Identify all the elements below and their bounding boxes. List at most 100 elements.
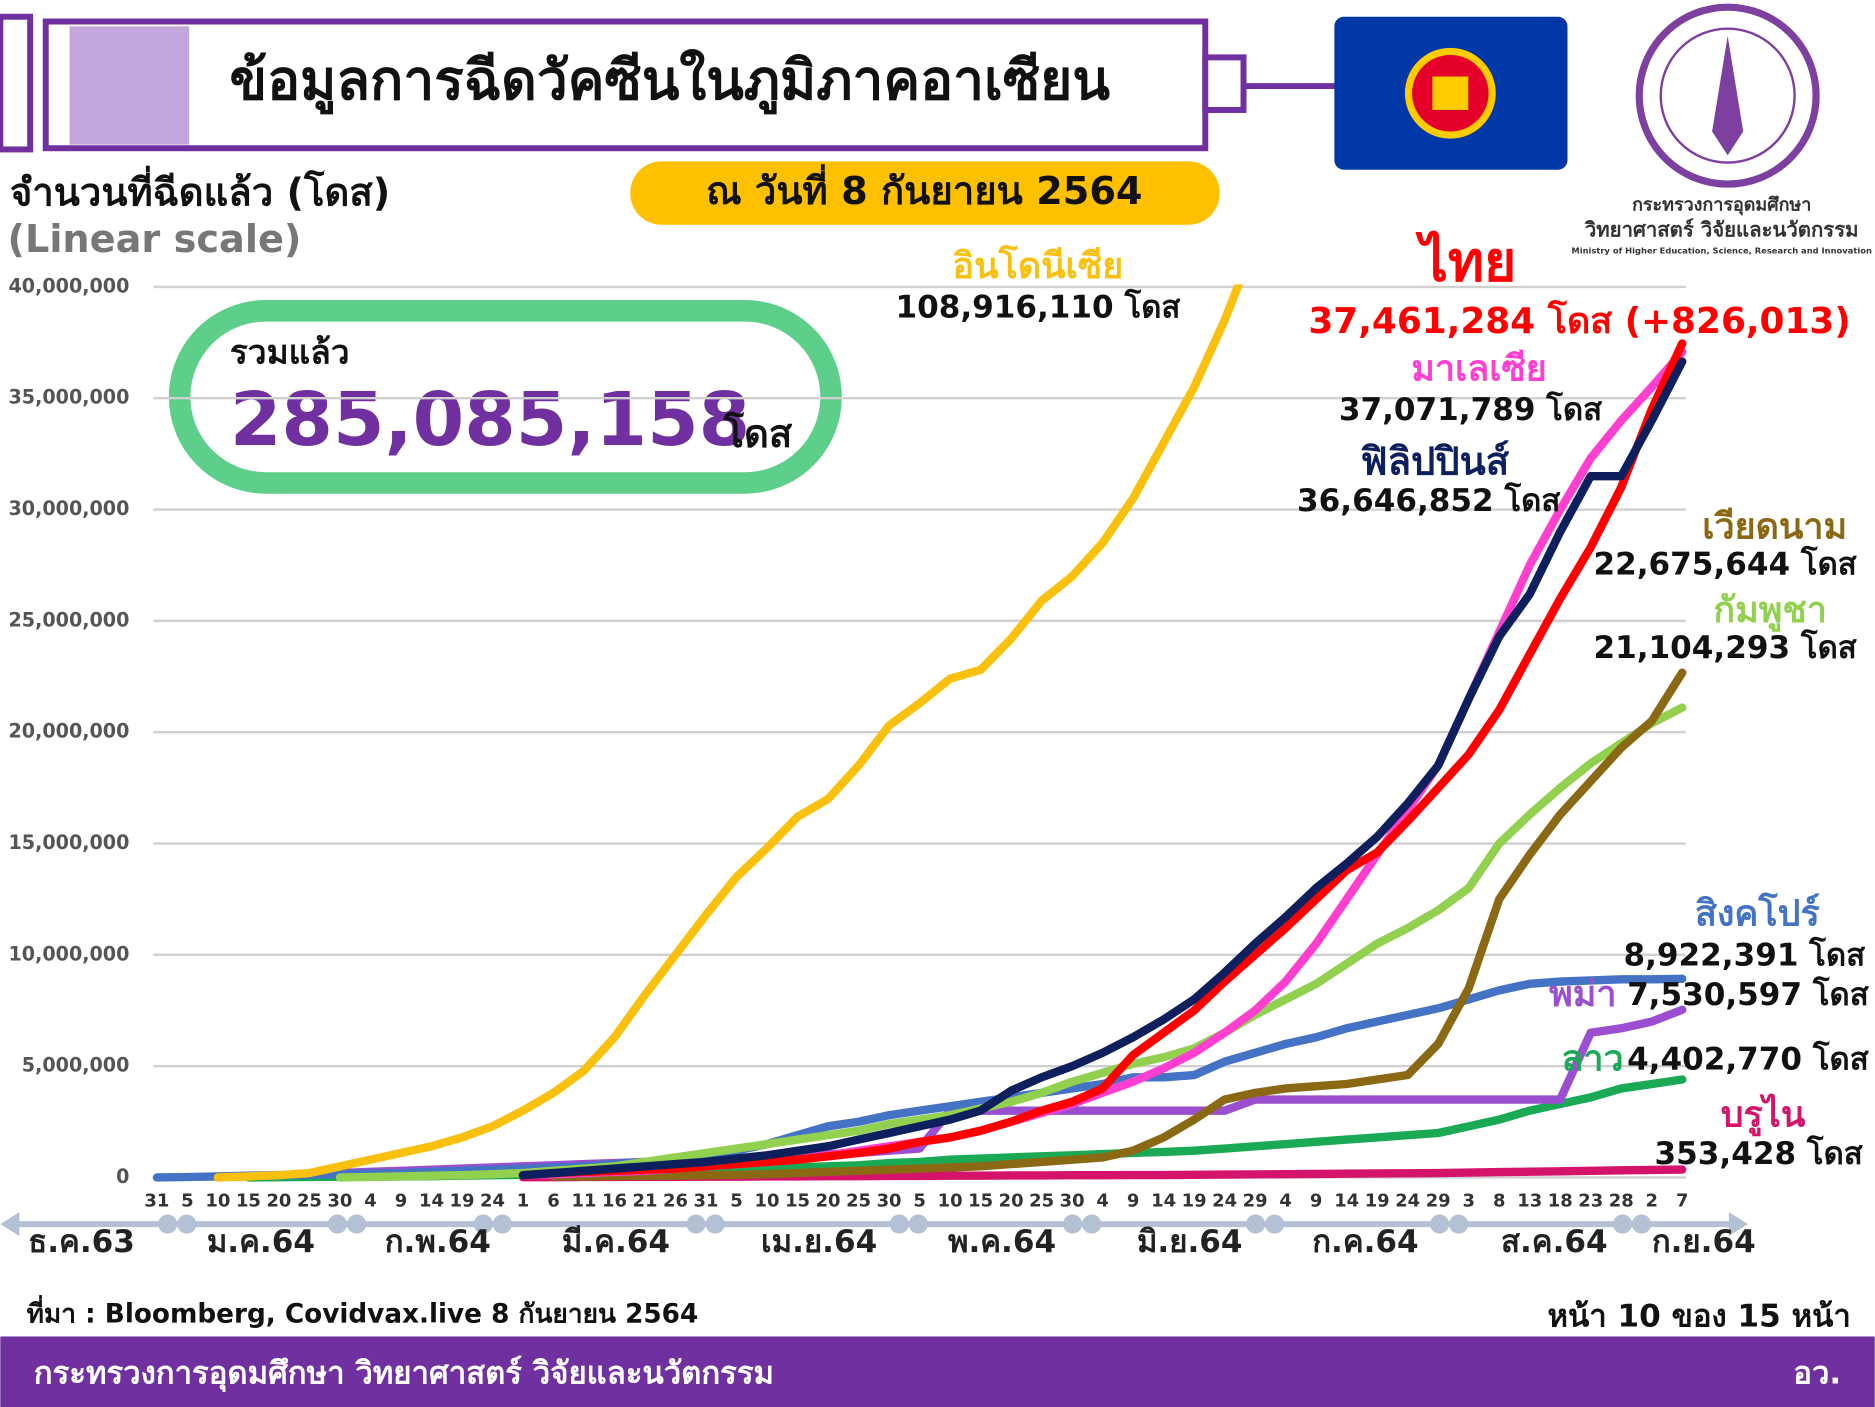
x-tick-label: 18: [1548, 1190, 1573, 1211]
x-tick-label: 31: [694, 1190, 719, 1211]
x-tick-label: 7: [1676, 1190, 1688, 1211]
x-tick-label: 4: [364, 1190, 376, 1211]
month-label: พ.ค.64: [948, 1224, 1056, 1260]
month-divider: [889, 1214, 909, 1234]
month-label: ม.ค.64: [207, 1224, 315, 1260]
x-tick-label: 21: [633, 1190, 658, 1211]
x-tick-label: 30: [327, 1190, 352, 1211]
x-tick-label: 1: [517, 1190, 529, 1211]
x-axis-arrow-left: [0, 1212, 20, 1237]
series-name: สิงคโปร์: [1695, 892, 1820, 935]
footer-bar: [0, 1336, 1875, 1407]
x-tick-label: 5: [730, 1190, 742, 1211]
ministry-line2: วิทยาศาสตร์ วิจัยและนวัตกรรม: [1584, 218, 1858, 242]
series-name: บรูไน: [1721, 1093, 1806, 1137]
series-end-label: 22,675,644 โดส: [1593, 544, 1856, 582]
series-end-label: 37,071,789 โดส: [1339, 390, 1602, 428]
x-tick-label: 19: [449, 1190, 474, 1211]
series-name: อินโดนีเซีย: [953, 244, 1124, 287]
date-badge: [630, 161, 1220, 225]
series-line: [518, 357, 1687, 1180]
total-unit: โดส: [723, 411, 793, 457]
month-label: ก.ค.64: [1312, 1224, 1418, 1260]
series-line: [549, 668, 1687, 1181]
x-tick-label: 15: [236, 1190, 261, 1211]
month-divider: [686, 1214, 706, 1234]
source: ที่มา : Bloomberg, Covidvax.live 8 กันยา…: [27, 1294, 699, 1329]
x-tick-label: 4: [1096, 1190, 1108, 1211]
plot: 0 5,000,000 10,000,000 15,000,000 20,000,000…: [0, 230, 1869, 1260]
x-tick-label: 6: [547, 1190, 559, 1211]
series-end-label: 7,530,597 โดส: [1627, 975, 1869, 1013]
ministry-logo: [1635, 3, 1820, 188]
x-tick-label: 24: [1212, 1190, 1237, 1211]
x-tick-label: 2: [1645, 1190, 1657, 1211]
x-tick-label: 23: [1578, 1190, 1603, 1211]
page-number: หน้า 10 ของ 15 หน้า: [1548, 1298, 1851, 1334]
series-name: พม่า: [1549, 974, 1616, 1015]
x-tick-label: 20: [266, 1190, 291, 1211]
month-divider: [1063, 1214, 1083, 1234]
x-tick-label: 14: [419, 1190, 444, 1211]
syringe-banner: [0, 13, 1337, 153]
month-divider: [346, 1214, 367, 1234]
x-tick-label: 26: [663, 1190, 688, 1211]
x-tick-label: 25: [846, 1190, 871, 1211]
series-name: เวียดนาม: [1702, 506, 1847, 547]
month-divider: [177, 1214, 197, 1234]
x-tick-label: 15: [785, 1190, 810, 1211]
x-tick-label: 5: [913, 1190, 925, 1211]
x-tick-label: 30: [1060, 1190, 1085, 1211]
month-divider: [1449, 1214, 1469, 1234]
month-divider: [327, 1214, 347, 1234]
series-end-label: 36,646,852 โดส: [1297, 481, 1560, 519]
x-tick-label: 20: [816, 1190, 841, 1211]
x-tick-label: 24: [1395, 1190, 1420, 1211]
month-label: ส.ค.64: [1501, 1224, 1608, 1260]
footer-ministry: กระทรวงการอุดมศึกษา วิทยาศาสตร์ วิจัยและ…: [34, 1356, 774, 1393]
month-divider: [1245, 1214, 1266, 1234]
month-divider: [473, 1214, 493, 1234]
series-end-label: 37,461,284 โดส (+826,013): [1308, 299, 1850, 342]
y-tick-label: 10,000,000: [9, 942, 130, 965]
month-divider: [1430, 1214, 1450, 1234]
y-tick-label: 30,000,000: [9, 497, 130, 520]
footer-abbr: อว.: [1793, 1356, 1841, 1392]
x-tick-label: 20: [999, 1190, 1024, 1211]
x-tick-label: 19: [1365, 1190, 1390, 1211]
x-tick-label: 9: [1310, 1190, 1322, 1211]
y-tick-label: 25,000,000: [9, 608, 130, 631]
month-label: ธ.ค.63: [28, 1224, 135, 1260]
y-axis-label: จำนวนที่ฉีดแล้ว (โดส): [10, 165, 390, 215]
month-divider: [705, 1214, 725, 1234]
x-tick-label: 10: [755, 1190, 780, 1211]
x-tick-label: 3: [1462, 1190, 1474, 1211]
x-tick-label: 14: [1334, 1190, 1359, 1211]
month-label: มี.ค.64: [562, 1224, 670, 1260]
series-name: มาเลเซีย: [1411, 349, 1547, 390]
series-name: ไทย: [1415, 230, 1516, 294]
total-label: รวมแล้ว: [230, 332, 350, 371]
series-name: ฟิลิปปินส์: [1361, 439, 1510, 484]
series-line: [213, 284, 1244, 1182]
month-divider: [908, 1214, 928, 1234]
y-tick-label: 0: [116, 1165, 129, 1188]
y-tick-label: 5,000,000: [22, 1054, 130, 1077]
x-tick-label: 8: [1493, 1190, 1505, 1211]
x-tick-label: 11: [572, 1190, 597, 1211]
month-divider: [492, 1214, 512, 1234]
x-axis-arrow-right: [1728, 1212, 1748, 1237]
x-tick-label: 31: [144, 1190, 169, 1211]
x-tick-label: 30: [877, 1190, 902, 1211]
x-tick-label: 29: [1243, 1190, 1268, 1211]
series-end-label: 8,922,391 โดส: [1623, 935, 1865, 973]
x-tick-label: 15: [968, 1190, 993, 1211]
series-line: [518, 339, 1687, 1180]
x-tick-label: 10: [205, 1190, 230, 1211]
ministry-en: Ministry of Higher Education, Science, R…: [1571, 246, 1872, 256]
series-end-label: 4,402,770 โดส: [1627, 1039, 1869, 1077]
y-tick-label: 20,000,000: [9, 720, 130, 743]
series-name: กัมพูชา: [1713, 590, 1826, 632]
x-tick-label: 14: [1151, 1190, 1176, 1211]
